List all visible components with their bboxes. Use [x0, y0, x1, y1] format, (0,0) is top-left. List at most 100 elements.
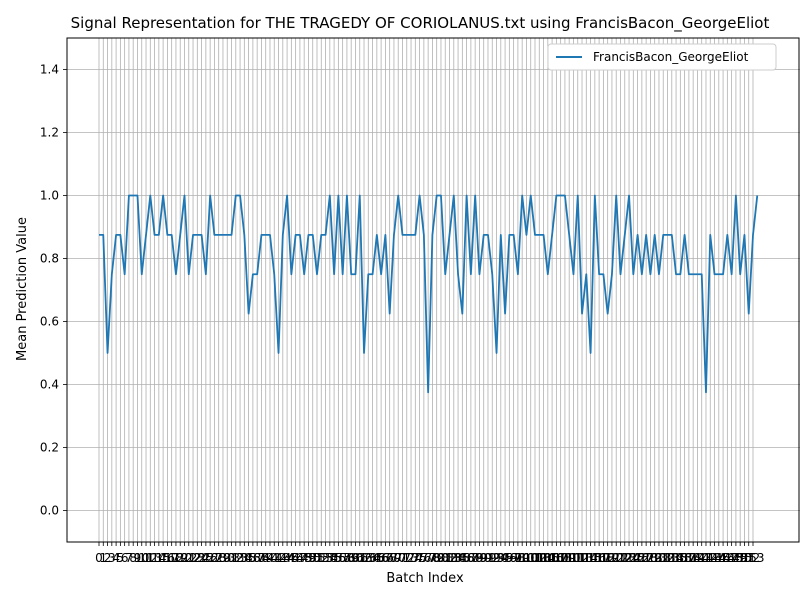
x-tick-label: 17 — [164, 551, 179, 565]
x-tick-label: 147 — [716, 551, 739, 565]
x-tick-label: 35 — [241, 551, 256, 565]
x-tick-label: 69 — [386, 551, 401, 565]
x-tick-label: 114 — [575, 551, 598, 565]
x-tick-label: 6 — [121, 551, 129, 565]
y-axis-label: Mean Prediction Value — [15, 217, 30, 361]
x-tick-label: 99 — [515, 551, 530, 565]
x-tick-label: 133 — [656, 551, 679, 565]
x-tick-label: 98 — [510, 551, 525, 565]
y-tick-label: 0.2 — [40, 441, 59, 455]
x-tick-label: 74 — [408, 551, 423, 565]
x-tick-label: 16 — [160, 551, 175, 565]
x-tick-label: 54 — [322, 551, 337, 565]
x-tick-label: 105 — [536, 551, 559, 565]
x-tick-label: 52 — [314, 551, 329, 565]
x-tick-label: 28 — [211, 551, 226, 565]
x-tick-label: 63 — [361, 551, 376, 565]
x-tick-label: 129 — [639, 551, 662, 565]
x-tick-label: 134 — [660, 551, 683, 565]
x-tick-label: 120 — [600, 551, 623, 565]
y-tick-label: 0.8 — [40, 252, 59, 266]
chart-title: Signal Representation for THE TRAGEDY OF… — [71, 14, 770, 33]
x-tick-label: 142 — [695, 551, 718, 565]
x-tick-label: 79 — [429, 551, 444, 565]
x-tick-label: 31 — [224, 551, 239, 565]
x-tick-label: 92 — [485, 551, 500, 565]
x-tick-label: 108 — [549, 551, 572, 565]
x-tick-label: 81 — [438, 551, 453, 565]
x-tick-label: 93 — [489, 551, 504, 565]
x-tick-label: 127 — [630, 551, 653, 565]
x-tick-label: 86 — [459, 551, 474, 565]
x-tick-label: 146 — [712, 551, 735, 565]
plot-frame — [66, 37, 800, 543]
x-tick-label: 5 — [117, 551, 125, 565]
x-tick-label: 84 — [450, 551, 465, 565]
x-tick-label: 62 — [356, 551, 371, 565]
x-tick-label: 66 — [373, 551, 388, 565]
x-tick-label: 43 — [275, 551, 290, 565]
x-tick-label: 39 — [258, 551, 273, 565]
x-tick-label: 9 — [134, 551, 142, 565]
x-tick-label: 137 — [673, 551, 696, 565]
x-tick-label: 96 — [502, 551, 517, 565]
x-tick-label: 95 — [497, 551, 512, 565]
x-tick-label: 151 — [733, 551, 756, 565]
x-tick-label: 97 — [506, 551, 521, 565]
x-tick-label: 152 — [737, 551, 760, 565]
x-axis-ticks: 0123456789101112131415161718192021222324… — [95, 542, 764, 565]
legend-label: FrancisBacon_GeorgeEliot — [593, 50, 749, 64]
x-tick-label: 145 — [707, 551, 730, 565]
x-tick-label: 4 — [112, 551, 120, 565]
x-tick-label: 115 — [579, 551, 602, 565]
x-tick-label: 1 — [99, 551, 107, 565]
y-tick-label: 0.0 — [40, 504, 59, 518]
x-tick-label: 85 — [455, 551, 470, 565]
x-tick-label: 7 — [125, 551, 133, 565]
x-tick-label: 123 — [613, 551, 636, 565]
x-tick-label: 40 — [262, 551, 277, 565]
x-tick-label: 15 — [155, 551, 170, 565]
x-axis-label: Batch Index — [386, 571, 464, 586]
x-tick-label: 122 — [609, 551, 632, 565]
x-tick-label: 88 — [468, 551, 483, 565]
x-tick-label: 82 — [442, 551, 457, 565]
x-tick-label: 34 — [237, 551, 252, 565]
y-tick-label: 1.2 — [40, 126, 59, 140]
x-tick-label: 33 — [232, 551, 247, 565]
x-tick-label: 80 — [433, 551, 448, 565]
x-tick-label: 102 — [524, 551, 547, 565]
x-tick-label: 150 — [729, 551, 752, 565]
y-tick-label: 1.4 — [40, 63, 59, 77]
x-tick-label: 21 — [181, 551, 196, 565]
x-tick-label: 50 — [305, 551, 320, 565]
x-tick-label: 138 — [677, 551, 700, 565]
x-tick-label: 47 — [292, 551, 307, 565]
series-layer — [99, 194, 759, 394]
x-tick-label: 144 — [703, 551, 726, 565]
x-tick-label: 58 — [339, 551, 354, 565]
x-tick-label: 48 — [297, 551, 312, 565]
x-tick-label: 87 — [463, 551, 478, 565]
x-tick-label: 106 — [541, 551, 564, 565]
x-tick-label: 111 — [562, 551, 585, 565]
y-axis-ticks: 0.0 0.2 0.4 0.6 0.8 1.0 1.2 1.4 — [40, 63, 67, 518]
grid — [67, 38, 800, 542]
x-tick-label: 12 — [143, 551, 158, 565]
x-tick-label: 46 — [288, 551, 303, 565]
x-tick-label: 118 — [592, 551, 615, 565]
x-tick-label: 29 — [215, 551, 230, 565]
x-tick-label: 143 — [699, 551, 722, 565]
x-tick-label: 101 — [519, 551, 542, 565]
x-tick-label: 56 — [331, 551, 346, 565]
x-tick-label: 19 — [173, 551, 188, 565]
x-tick-label: 90 — [476, 551, 491, 565]
x-tick-label: 64 — [365, 551, 380, 565]
x-tick-label: 49 — [301, 551, 316, 565]
x-tick-label: 72 — [399, 551, 414, 565]
x-tick-label: 100 — [515, 551, 538, 565]
x-tick-label: 107 — [545, 551, 568, 565]
x-tick-label: 135 — [665, 551, 688, 565]
x-tick-label: 125 — [622, 551, 645, 565]
